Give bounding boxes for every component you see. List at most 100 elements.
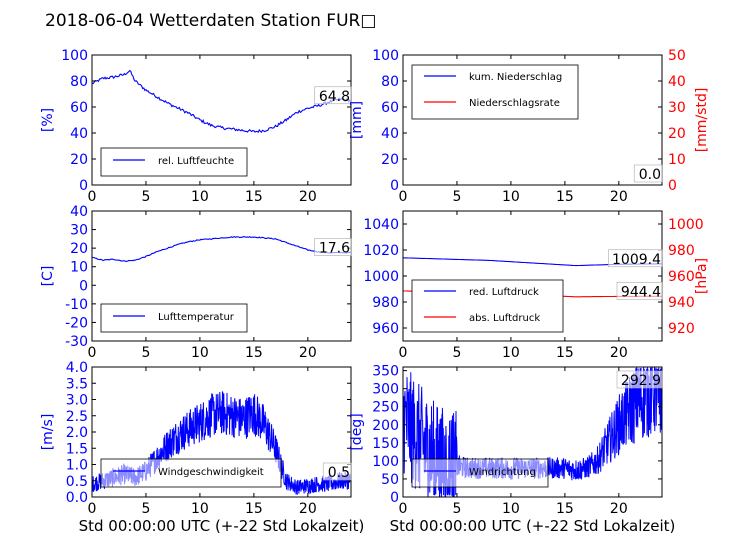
x-tick-label: 0 [88,501,97,517]
legend: rel. Luftfeuchte [100,147,248,177]
y-axis-label-right: [mm/std] [694,88,710,153]
y-axis-label-right: [hPa] [694,258,710,294]
y-tick-label: 80 [70,74,88,90]
last-value-box [608,249,663,268]
x-tick-label: 0 [399,345,408,361]
last-value-label: 944.4 [616,281,663,300]
x-tick-label: 15 [556,189,574,205]
y-tick-label: 960 [372,321,399,337]
y-tick-label: 2.0 [66,425,88,441]
legend-box [411,458,549,488]
y-tick-label: 350 [372,364,399,380]
last-value-text: 17.6 [319,241,350,257]
y-tick-label: 60 [70,100,88,116]
y-tick-label: 1040 [363,217,399,233]
y-tick-label-right: 980 [668,243,695,259]
plot-frame [402,366,663,498]
y-tick-label: -10 [65,297,88,313]
y-tick-label: 3.0 [66,393,88,409]
y-tick-label: 20 [381,152,399,168]
y-tick-label: 60 [381,100,399,116]
x-tick-label: 15 [556,501,574,517]
y-tick-label: 0 [79,178,88,194]
x-tick-label: 0 [399,501,408,517]
x-tick-label: 10 [502,501,520,517]
figure-title: 2018-06-04 Wetterdaten Station FUR□ [45,11,376,31]
legend-label: Windgeschwindigkeit [158,467,264,478]
y-tick-label-right: 960 [668,269,695,285]
y-tick-label: 3.5 [66,376,88,392]
x-tick-label: 5 [452,501,461,517]
legend: kum. Niederschlag Niederschlagsrate [411,64,579,120]
y-tick-label-right: 40 [668,74,686,90]
last-value-label: 17.6 [314,238,352,257]
y-tick-label: -20 [65,315,88,331]
legend-box [100,303,248,333]
x-tick-label: 20 [299,189,317,205]
legend-box [100,458,282,488]
x-tick-label: 0 [88,189,97,205]
y-tick-label: 150 [372,436,399,452]
y-tick-label: 980 [372,295,399,311]
last-value-text: 292.9 [621,373,661,389]
x-tick-label: 0 [399,189,408,205]
y-tick-label: 1000 [363,269,399,285]
y-tick-label: 4.0 [66,360,88,376]
y-axis-label: [mm] [349,101,365,139]
x-axis-label: Std 00:00:00 UTC (+-22 Std Lokalzeit) [390,517,676,535]
x-tick-label: 5 [141,189,150,205]
y-tick-label: 20 [70,241,88,257]
y-tick-label: 100 [372,454,399,470]
y-tick-label: 0.0 [66,490,88,506]
last-value-box [322,462,352,481]
x-tick-label: 10 [191,189,209,205]
y-tick-label: 1.0 [66,458,88,474]
x-axis-label: Std 00:00:00 UTC (+-22 Std Lokalzeit) [79,517,365,535]
y-tick-label: 100 [372,48,399,64]
y-tick-label: 50 [381,472,399,488]
last-value-box [616,370,663,389]
x-tick-label: 15 [245,345,263,361]
last-value-text: 0.5 [328,465,350,481]
y-tick-label: 1.5 [66,441,88,457]
chart-panel-3: 0 5 10 15 20 -30 -20 -10 0 10 20 30 40 [C] Lufttempera… [40,204,352,361]
legend-label: kum. Niederschlag [469,72,562,83]
legend-label: abs. Luftdruck [469,313,540,324]
legend: Windrichtung [411,458,549,488]
x-tick-label: 10 [191,501,209,517]
y-tick-label: 40 [381,126,399,142]
last-value-text: 0.0 [639,167,661,183]
legend-label: red. Luftdruck [469,287,539,298]
y-axis-label: [%] [40,108,56,132]
y-tick-label: 0.5 [66,474,88,490]
y-tick-label: -30 [65,334,88,350]
legend: red. Luftdruck abs. Luftdruck [411,279,564,333]
x-tick-label: 0 [88,345,97,361]
y-tick-label-right: 50 [668,48,686,64]
y-tick-label: 0 [390,490,399,506]
plot-frame [402,54,663,186]
x-tick-label: 5 [141,345,150,361]
legend-label: Windrichtung [469,467,536,478]
chart-panel-5: 0 5 10 15 200.00.51.01.52.02.53.03.54.0[m/s]… [40,360,364,535]
last-value-label: 292.9 [616,370,663,389]
x-tick-label: 20 [299,501,317,517]
last-value-label: 1009.4 [608,249,663,268]
series-line-1 [92,69,351,134]
y-tick-label: 2.5 [66,409,88,425]
x-tick-label: 10 [191,345,209,361]
last-value-text: 1009.4 [612,252,661,268]
y-tick-label-right: 0 [668,178,677,194]
y-tick-label-right: 30 [668,100,686,116]
legend-label: Lufttemperatur [158,312,235,323]
y-tick-label: 300 [372,382,399,398]
legend: Lufttemperatur [100,303,248,333]
chart-panel-4: 0 5 10 15 20 960 980 1000 1020 1040 920 940 960 980 10… [363,210,710,361]
y-tick-label: 0 [390,178,399,194]
last-value-label: 0.0 [633,164,663,183]
y-tick-label-right: 920 [668,321,695,337]
last-value-box [633,164,663,183]
y-tick-label-right: 20 [668,126,686,142]
